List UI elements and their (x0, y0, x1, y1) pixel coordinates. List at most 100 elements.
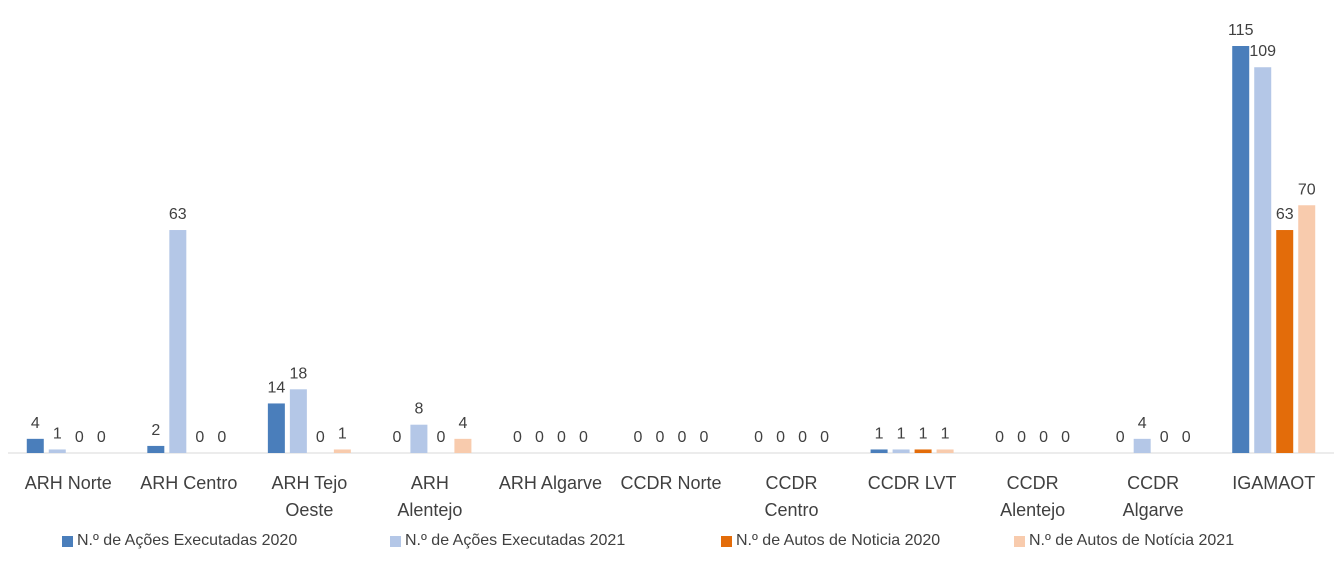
data-label: 0 (700, 429, 709, 446)
data-label: 0 (392, 429, 401, 446)
data-label: 14 (267, 379, 285, 396)
legend-label: N.º de Autos de Notícia 2021 (1029, 532, 1235, 549)
x-tick-label: CCDR Centro (765, 473, 819, 520)
bar (1298, 205, 1316, 453)
bar (26, 438, 44, 453)
x-tick-label: ARH Algarve (499, 473, 602, 493)
x-tick-label-line: ARH Centro (140, 473, 237, 493)
data-label: 0 (535, 429, 544, 446)
x-tick-label: ARH Norte (25, 473, 112, 493)
legend-item: N.º de Autos de Noticia 2020 (721, 532, 940, 550)
bar (914, 449, 932, 453)
data-label: 0 (754, 429, 763, 446)
data-label: 0 (579, 429, 588, 446)
legend-item: N.º de Autos de Notícia 2021 (1014, 532, 1234, 550)
data-label: 0 (1017, 429, 1026, 446)
data-label: 0 (1116, 429, 1125, 446)
x-tick-label-line: CCDR (1127, 473, 1179, 493)
x-tick-label-line: IGAMAOT (1232, 473, 1315, 493)
legend-item: N.º de Ações Executadas 2020 (62, 532, 297, 550)
bar (289, 389, 307, 453)
x-tick-labels-group: ARH Norte ARH Centro ARH Tejo Oeste ARH Alent… (25, 473, 1315, 520)
bar (1254, 67, 1272, 454)
data-label: 0 (557, 429, 566, 446)
x-tick-label-line: CCDR (766, 473, 818, 493)
x-tick-label-line: Alentejo (397, 500, 462, 520)
bar (1133, 438, 1151, 453)
data-label: 18 (289, 365, 307, 382)
data-label: 0 (798, 429, 807, 446)
bar (454, 438, 472, 453)
data-label: 0 (75, 429, 84, 446)
x-tick-label-line: Alentejo (1000, 500, 1065, 520)
legend-swatch-icon (1014, 535, 1025, 547)
legend-swatch-icon (62, 535, 73, 547)
legend-label: N.º de Autos de Noticia 2020 (736, 532, 941, 549)
data-label: 0 (316, 429, 325, 446)
data-label: 0 (97, 429, 106, 446)
data-label: 1 (941, 425, 950, 442)
data-label: 4 (31, 415, 40, 432)
x-tick-label: ARH Alentejo (397, 473, 462, 520)
legend-label: N.º de Ações Executadas 2021 (405, 532, 626, 549)
data-label: 0 (1182, 429, 1191, 446)
data-label: 115 (1228, 22, 1254, 39)
bar (936, 449, 954, 453)
bar (48, 449, 66, 453)
data-label: 2 (151, 422, 160, 439)
data-label: 8 (414, 401, 423, 418)
data-label: 0 (195, 429, 204, 446)
legend-swatch-icon (721, 535, 732, 547)
data-label: 1 (53, 425, 62, 442)
x-tick-label-line: ARH Tejo (272, 473, 348, 493)
x-tick-label-line: Algarve (1123, 500, 1184, 520)
legend-swatch-icon (390, 535, 401, 547)
x-tick-label: ARH Tejo Oeste (272, 473, 348, 520)
bar (1232, 46, 1250, 453)
x-tick-label-line: ARH (411, 473, 449, 493)
bar (870, 449, 888, 453)
data-label: 70 (1298, 181, 1316, 198)
x-tick-label-line: Oeste (285, 500, 333, 520)
data-label: 0 (513, 429, 522, 446)
data-label: 1 (919, 425, 928, 442)
bar (892, 449, 910, 453)
data-label: 0 (776, 429, 785, 446)
data-label: 1 (897, 425, 906, 442)
x-tick-label-line: CCDR LVT (868, 473, 957, 493)
data-label: 0 (1039, 429, 1048, 446)
legend-item: N.º de Ações Executadas 2021 (390, 532, 625, 550)
x-tick-label-line: ARH Algarve (499, 473, 602, 493)
data-label: 109 (1249, 43, 1276, 60)
bars-group (26, 46, 1316, 454)
x-tick-label: CCDR Algarve (1123, 473, 1184, 520)
data-label: 0 (634, 429, 643, 446)
data-label: 0 (1160, 429, 1169, 446)
x-tick-label: ARH Centro (140, 473, 237, 493)
data-label: 4 (458, 415, 467, 432)
bar (169, 230, 187, 453)
data-label: 0 (678, 429, 687, 446)
x-tick-label: IGAMAOT (1232, 473, 1315, 493)
data-label: 0 (217, 429, 226, 446)
bar (147, 445, 165, 453)
data-label: 0 (995, 429, 1004, 446)
data-label: 1 (338, 425, 347, 442)
legend-label: N.º de Ações Executadas 2020 (77, 532, 298, 549)
x-tick-label: CCDR Norte (620, 473, 721, 493)
legend: N.º de Ações Executadas 2020 N.º de Açõe… (0, 532, 1340, 562)
x-tick-label-line: CCDR (1007, 473, 1059, 493)
bar (267, 403, 285, 453)
data-label: 0 (820, 429, 829, 446)
x-tick-label: CCDR LVT (868, 473, 957, 493)
bar (410, 424, 428, 453)
data-label: 0 (1061, 429, 1070, 446)
data-label: 63 (1276, 206, 1294, 223)
data-label: 0 (656, 429, 665, 446)
x-tick-label-line: CCDR Norte (620, 473, 721, 493)
data-label: 0 (436, 429, 445, 446)
x-tick-label-line: Centro (765, 500, 819, 520)
data-label: 63 (169, 206, 187, 223)
